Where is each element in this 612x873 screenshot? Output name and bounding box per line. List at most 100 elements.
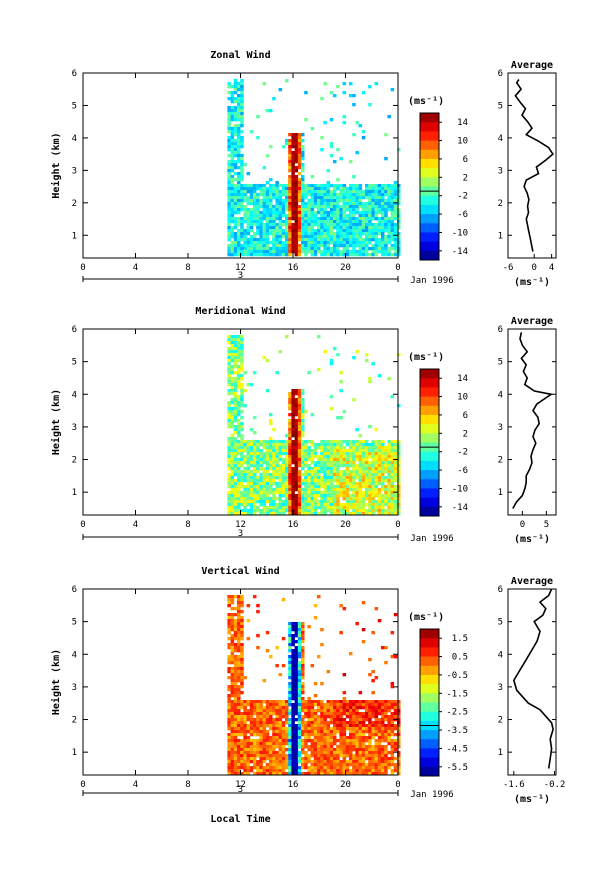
- heatmap-cell: [297, 187, 302, 191]
- heatmap-cell: [249, 235, 254, 239]
- heatmap-cell: [377, 766, 382, 770]
- heatmap-cell: [265, 440, 270, 444]
- heatmap-cell: [233, 694, 238, 698]
- heatmap-cell: [381, 760, 385, 764]
- heatmap-cell: [381, 241, 385, 245]
- heatmap-cell: [374, 250, 379, 254]
- heatmap-cell: [230, 488, 235, 492]
- heatmap-cell: [294, 748, 299, 752]
- heatmap-cell: [307, 733, 311, 737]
- heatmap-cell: [355, 482, 359, 486]
- heatmap-cell: [259, 461, 263, 465]
- heatmap-cell: [361, 458, 366, 462]
- heatmap-cell: [297, 509, 302, 513]
- heatmap-cell: [297, 401, 302, 405]
- heatmap-cell: [345, 754, 350, 758]
- heatmap-cell: [237, 383, 241, 387]
- heatmap-cell: [288, 736, 292, 740]
- heatmap-cell: [310, 467, 315, 471]
- heatmap-cell: [233, 187, 238, 191]
- heatmap-cell: [326, 211, 331, 215]
- heatmap-cell: [240, 94, 244, 98]
- heatmap-cell: [384, 247, 388, 251]
- heatmap-cell: [368, 235, 372, 239]
- colorbar-segment: [420, 232, 439, 243]
- heatmap-cell: [313, 196, 318, 200]
- heatmap-cell: [262, 208, 267, 212]
- heatmap-cell: [291, 697, 295, 701]
- heatmap-cell: [384, 700, 388, 704]
- heatmap-cell: [288, 223, 292, 227]
- heatmap-cell: [275, 440, 279, 444]
- heatmap-cell: [237, 88, 241, 92]
- heatmap-cell: [294, 178, 299, 182]
- heatmap-cell: [358, 226, 363, 230]
- heatmap-cell: [368, 467, 372, 471]
- heatmap-cell: [237, 497, 241, 501]
- heatmap-cell: [253, 232, 257, 236]
- heatmap-cell: [393, 494, 398, 498]
- heatmap-cell: [237, 476, 241, 480]
- heatmap-cell: [294, 709, 299, 713]
- heatmap-cell: [237, 679, 241, 683]
- heatmap-cell: [345, 196, 350, 200]
- heatmap-cell: [294, 443, 299, 447]
- heatmap-cell: [387, 742, 391, 746]
- heatmap-cell: [272, 440, 276, 444]
- heatmap-cell: [227, 491, 231, 495]
- heatmap-cell: [310, 500, 315, 504]
- heatmap-cell: [387, 464, 391, 468]
- heatmap-cell: [371, 760, 375, 764]
- heatmap-cell: [259, 721, 263, 725]
- heatmap-cell: [304, 458, 308, 462]
- heatmap-cell: [237, 428, 241, 432]
- average-x-tick-label: 4: [549, 263, 554, 273]
- heatmap-cell: [291, 500, 295, 504]
- heatmap-cell: [349, 211, 353, 215]
- heatmap-cell: [371, 706, 375, 710]
- heatmap-cell: [336, 461, 340, 465]
- heatmap-cell: [368, 187, 372, 191]
- heatmap-cell: [310, 479, 315, 483]
- heatmap-cell: [368, 193, 372, 197]
- heatmap-cell: [352, 449, 356, 453]
- heatmap-cell: [249, 211, 254, 215]
- heatmap-cell: [323, 491, 327, 495]
- heatmap-cell: [297, 488, 302, 492]
- heatmap-cell: [345, 721, 350, 725]
- heatmap-cell: [371, 214, 375, 218]
- heatmap-cell: [288, 772, 292, 776]
- heatmap-cell: [349, 757, 353, 761]
- heatmap-cell: [237, 628, 241, 632]
- heatmap-cell: [310, 205, 315, 209]
- heatmap-cell: [333, 253, 337, 257]
- heatmap-cell: [355, 196, 359, 200]
- heatmap-cell: [253, 476, 257, 480]
- heatmap-cell: [230, 622, 235, 626]
- heatmap-cell: [323, 706, 327, 710]
- heatmap-cell: [233, 106, 238, 110]
- heatmap-cell: [233, 464, 238, 468]
- heatmap-cell: [237, 106, 241, 110]
- heatmap-cell: [240, 217, 244, 221]
- heatmap-cell: [237, 727, 241, 731]
- heatmap-cell: [326, 241, 331, 245]
- heatmap-cell: [390, 760, 395, 764]
- heatmap-cell: [323, 455, 327, 459]
- heatmap-cell: [246, 619, 251, 623]
- heatmap-cell: [240, 452, 244, 456]
- heatmap-cell: [249, 485, 254, 489]
- heatmap-cell: [326, 473, 331, 477]
- heatmap-cell: [381, 452, 385, 456]
- heatmap-cell: [377, 500, 382, 504]
- heatmap-cell: [326, 244, 331, 248]
- heatmap-cell: [256, 500, 260, 504]
- x-tick-label: 0: [80, 520, 85, 530]
- heatmap-cell: [230, 739, 235, 743]
- heatmap-cell: [237, 85, 241, 89]
- date-label: Jan 1996: [410, 790, 453, 800]
- heatmap-cell: [333, 220, 337, 224]
- colorbar-tick-label: -10: [452, 484, 468, 494]
- heatmap-cell: [320, 503, 324, 507]
